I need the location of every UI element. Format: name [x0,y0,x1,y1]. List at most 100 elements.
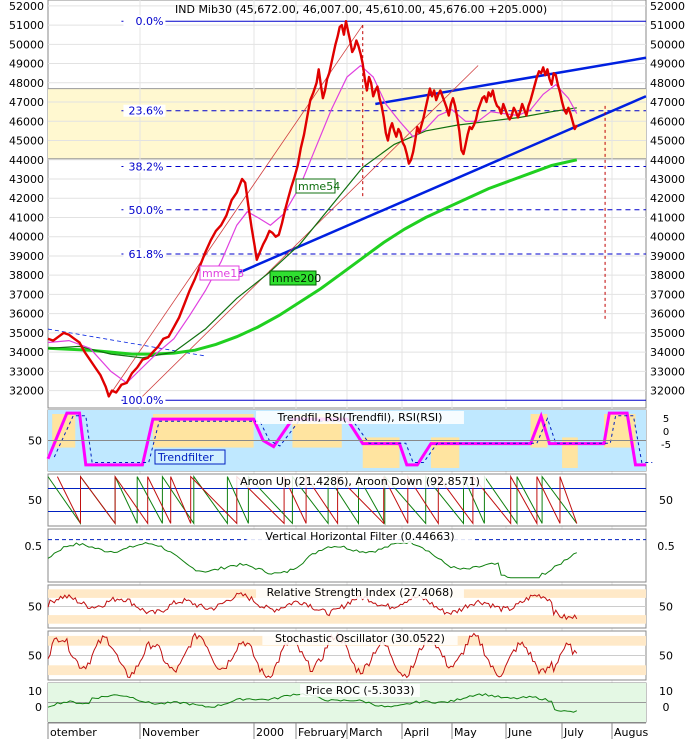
aroon-up-line [47,474,578,526]
y-tick-right: 44000 [650,154,685,167]
trendfilter-legend: Trendfilter [157,451,214,464]
mme13-label: mme13 [202,267,244,280]
moving-average-labels: mme13 mme54 mme200 [199,178,340,286]
y-tick-right: 49000 [650,58,685,71]
y-tick-left: 40000 [9,231,44,244]
y-tick-right: 35000 [650,327,685,340]
panel-title: Aroon Up (21.4286), Aroon Down (92.8571) [240,475,480,488]
y-tick-right: 46000 [650,115,685,128]
fib-label-bg [123,160,166,173]
panel-left-tick: 50 [28,601,42,614]
panel-stoch: 50 50 Stochastic Oscillator (30.0522) [28,630,673,681]
fib-label-bg [123,394,166,407]
y-tick-left: 46000 [9,115,44,128]
y-tick-left: 36000 [9,308,44,321]
x-tick-label: May [454,726,477,739]
panel-right-tick: 50 [659,650,673,663]
upper-wedge-line [375,56,647,106]
panel-left-tick: 0 [35,701,42,714]
y-tick-left: 41000 [9,211,44,224]
main-title: IND Mib30 (45,672.00, 46,007.00, 45,610.… [175,3,547,16]
x-axis-labels: otember November 2000 February March April May… [47,722,648,739]
panel-left-tick: 0.5 [25,540,43,553]
y-tick-right: 36000 [650,308,685,321]
y-tick-left: 32000 [9,385,44,398]
panel-right-tick: 50 [659,494,673,507]
panel-right-tick: 10 [659,685,673,698]
y-tick-right: 51000 [650,19,685,32]
trendfil-block [430,437,460,468]
fib-level-label: 61.8% [128,248,163,261]
panel-rsi: 50 50 Relative Strength Index (27.4068) [28,584,673,629]
y-tick-left: 51000 [9,19,44,32]
fib-level-label: 23.6% [128,105,163,118]
x-tick-label: 2000 [256,726,284,739]
fib-level-label: 0.0% [135,15,163,28]
y-tick-right: 52000 [650,0,685,13]
panel-title-bg [262,632,458,645]
x-tick-label: otember [50,726,97,739]
panel-title: Vertical Horizontal Filter (0.44663) [265,530,454,543]
x-tick-label: July [563,726,584,739]
y-tick-left: 37000 [9,288,44,301]
y-tick-right: 40000 [650,231,685,244]
panel-title: Relative Strength Index (27.4068) [267,586,454,599]
fib-level-label: 38.2% [128,160,163,173]
y-tick-left: 49000 [9,58,44,71]
mme54-label: mme54 [298,180,340,193]
rsi-trendfil-line [53,415,653,463]
panel-left-tick: 50 [28,650,42,663]
fib-label-bg [123,15,166,28]
panel-title-bg [256,586,464,599]
y-tick-right: 41000 [650,211,685,224]
panel-title-bg [256,411,464,424]
panel-title-bg [300,684,420,697]
vhf-line [47,540,577,579]
panel-right-tick: 50 [659,601,673,614]
panel-title-bg [234,475,486,488]
price-line [47,20,578,398]
panel-left-tick: 50 [28,435,42,448]
x-tick-label: June [507,726,532,739]
y-tick-right: 47000 [650,96,685,109]
y-tick-right: 38000 [650,269,685,282]
y-tick-left: 44000 [9,154,44,167]
trendfil-block [362,437,400,468]
oversold-band [48,615,646,624]
mme54-line [47,107,577,359]
panel-right-tick: -5 [661,440,671,451]
fib-label-bg [123,203,166,216]
main-right-axis: 32000 33000 34000 35000 36000 37000 38000 39000… [650,0,685,398]
stoch-line [47,632,578,679]
x-tick-label: February [298,726,347,739]
y-tick-left: 38000 [9,269,44,282]
panel-right-tick: 0 [663,427,669,438]
y-tick-left: 35000 [9,327,44,340]
panel-aroon: 50 50 Aroon Up (21.4286), Aroon Down (92.8… [28,473,673,527]
panel-left-tick: 50 [28,494,42,507]
y-tick-left: 43000 [9,173,44,186]
panel-right-tick: 0.5 [657,540,675,553]
y-tick-left: 45000 [9,135,44,148]
panel-right-tick: 5 [663,414,669,425]
y-tick-left: 34000 [9,346,44,359]
oversold-band [48,665,646,676]
panel-left-tick: 10 [28,685,42,698]
x-tick-label: April [404,726,429,739]
panel-roc: 10 0 10 0 Price ROC (-5.3033) [28,682,673,723]
fib-label-bg [123,248,166,261]
mme200-label: mme200 [272,272,321,285]
y-tick-left: 39000 [9,250,44,263]
panel-title-bg [246,530,474,543]
panel-title: Trendfil, RSI(Trendfil), RSI(RSI) [277,411,443,424]
panel-title: Stochastic Oscillator (30.0522) [275,632,445,645]
trendfilter-legend-box [154,449,226,465]
trendfil-block [562,437,578,468]
y-tick-left: 50000 [9,38,44,51]
mme13-label-box [199,265,240,281]
y-tick-left: 47000 [9,96,44,109]
y-tick-right: 50000 [650,38,685,51]
fib-level-label: 50.0% [128,204,163,217]
y-tick-right: 33000 [650,365,685,378]
fib-level-label: 100.0% [121,394,163,407]
